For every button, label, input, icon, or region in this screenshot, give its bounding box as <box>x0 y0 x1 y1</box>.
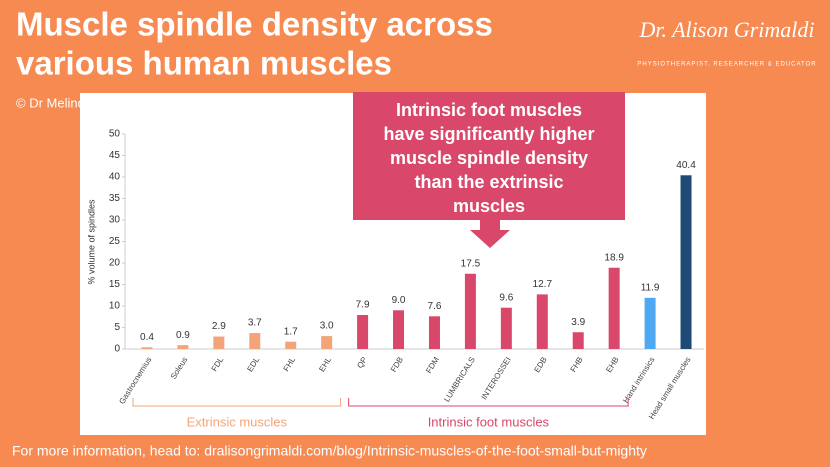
y-tick-label: 50 <box>109 129 121 140</box>
bar <box>464 273 476 349</box>
bar <box>285 341 297 349</box>
value-label: 18.9 <box>604 252 624 263</box>
value-label: 0.4 <box>140 332 154 343</box>
bar <box>357 315 369 349</box>
bar <box>321 336 333 349</box>
value-label: 9.0 <box>392 295 406 306</box>
value-label: 40.4 <box>676 160 696 171</box>
bar <box>572 332 584 349</box>
value-label: 2.9 <box>212 321 226 332</box>
value-label: 7.6 <box>428 301 442 312</box>
bar <box>500 307 512 349</box>
bar <box>644 297 656 349</box>
chart-title: various human muscles <box>16 45 392 82</box>
group-bracket <box>132 398 342 407</box>
value-label: 11.9 <box>641 282 660 293</box>
group-label: Extrinsic muscles <box>187 414 288 429</box>
value-label: 12.7 <box>533 279 553 290</box>
group-bracket <box>348 398 629 407</box>
y-tick-label: 25 <box>109 236 121 247</box>
subtitle: © Dr Melinda Smith & Dr Alison Grimaldi … <box>16 95 281 110</box>
bar <box>680 175 692 349</box>
value-label: 7.9 <box>356 300 370 311</box>
bar <box>141 347 153 349</box>
bar <box>536 294 548 349</box>
chart-title: Muscle spindle density across <box>16 6 493 43</box>
value-label: 9.6 <box>499 292 513 303</box>
y-tick-label: 10 <box>109 301 121 312</box>
value-label: 3.7 <box>248 318 262 329</box>
annotation-text: than the extrinsic <box>414 172 563 192</box>
value-label: 3.9 <box>571 317 585 328</box>
value-label: 3.0 <box>320 321 334 332</box>
annotation-box <box>353 92 625 220</box>
annotation-text: Intrinsic foot muscles <box>396 100 582 120</box>
annotation-text: have significantly higher <box>383 124 594 144</box>
annotation-text: muscles <box>453 196 525 216</box>
bar <box>608 267 620 349</box>
y-tick-label: 35 <box>109 193 121 204</box>
y-axis-label: % volume of spindles <box>86 199 96 285</box>
footer: For more information, head to: dralisong… <box>12 443 647 459</box>
y-tick-label: 30 <box>109 215 121 226</box>
y-tick-label: 5 <box>114 322 120 333</box>
bar <box>177 345 189 349</box>
bar <box>249 333 261 349</box>
bar <box>213 336 225 349</box>
value-label: 1.7 <box>284 326 298 337</box>
y-tick-label: 0 <box>114 344 120 355</box>
bar <box>393 310 405 349</box>
y-tick-label: 45 <box>109 150 121 161</box>
brand-tagline: PHYSIOTHERAPIST, RESEARCHER & EDUCATOR <box>637 62 816 68</box>
y-tick-label: 40 <box>109 172 121 183</box>
value-label: 0.9 <box>176 330 190 341</box>
annotation-text: muscle spindle density <box>390 148 588 168</box>
bar <box>428 316 440 349</box>
y-tick-label: 20 <box>109 258 121 269</box>
y-tick-label: 15 <box>109 279 121 290</box>
value-label: 17.5 <box>461 258 481 269</box>
brand: Dr. Alison Grimaldi <box>638 17 814 42</box>
group-label: Intrinsic foot muscles <box>428 414 550 429</box>
annotation-arrow <box>470 220 510 248</box>
